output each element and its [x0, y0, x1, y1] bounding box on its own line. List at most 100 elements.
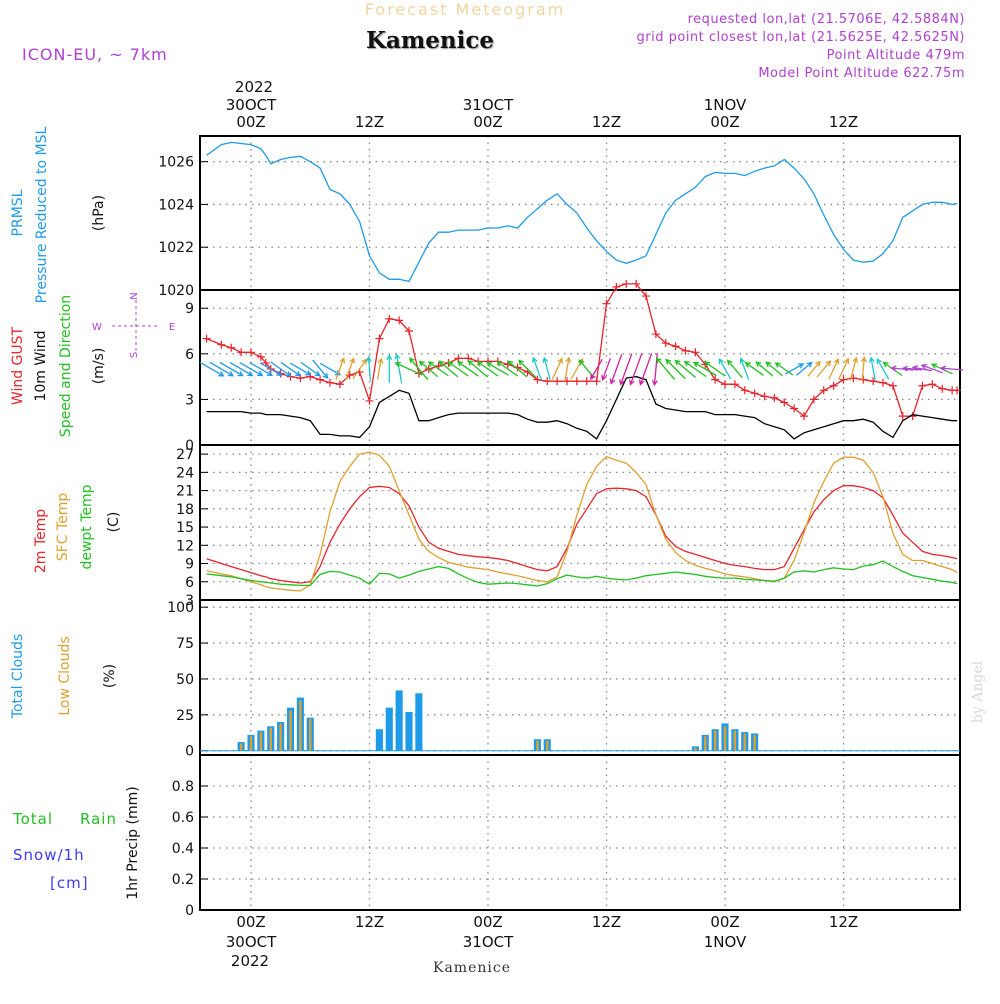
wind-gust-label: Wind GUST [10, 326, 26, 405]
wind-arrow [409, 357, 429, 381]
compass-s: S [129, 352, 140, 358]
y-tick-label: 0.2 [172, 872, 194, 888]
gust-marker [730, 380, 739, 389]
gust-marker [395, 316, 404, 325]
bottom-year-label: 2022 [231, 952, 269, 970]
gust-marker [898, 412, 907, 421]
wind-arrow [551, 357, 563, 380]
gust-marker [869, 377, 878, 386]
wind-arrow [901, 365, 923, 372]
y-tick-label: 0.4 [172, 841, 194, 857]
gust-marker [405, 327, 413, 336]
panels: 1020102210241026036936912151821242702550… [158, 135, 964, 919]
requested-coords: requested lon,lat (21.5706E, 42.5884N) [688, 12, 965, 27]
gust-marker [928, 380, 937, 389]
gust-marker [691, 348, 700, 357]
y-tick-label: 0 [185, 438, 194, 454]
low-cloud-bar [546, 740, 549, 751]
series-2m-temp [206, 485, 958, 584]
wind-arrow [394, 353, 403, 384]
time-tick-label: 00Z [236, 913, 265, 931]
time-date-label: 30OCT [226, 96, 277, 114]
total-cloud-bar [375, 729, 383, 751]
wind-arrow [590, 358, 603, 381]
gust-marker [286, 372, 295, 381]
dewpt-temp-label: dewpt Temp [79, 484, 95, 569]
wind-arrow [352, 358, 368, 379]
y-tick-label: 12 [176, 538, 194, 554]
prmsl-label: PRMSL [10, 189, 26, 236]
wind-arrow [531, 356, 543, 381]
time-tick-label: 12Z [355, 113, 384, 131]
wind-arrow [890, 365, 914, 372]
low-cloud-bar [239, 743, 243, 751]
gust-marker [750, 389, 759, 398]
wind-arrow [601, 358, 612, 381]
gust-marker [938, 384, 947, 393]
gust-marker [563, 377, 571, 386]
wind-arrow [507, 360, 528, 378]
gust-marker [247, 348, 255, 357]
time-date-label: 31OCT [463, 96, 514, 114]
gust-marker [632, 279, 641, 288]
precip-side-labels: Total Rain Snow/1h [cm] 1hr Precip (mm) [12, 786, 141, 899]
panel-pressure: 1020 1022 1024 1026 [158, 135, 961, 299]
y-tick-label: 1024 [158, 197, 194, 213]
wind10m-label: 10m Wind [33, 330, 49, 401]
wind-arrow [774, 362, 794, 376]
wind-arrow [876, 358, 890, 380]
gust-marker [661, 339, 670, 348]
sfc-temp-label: SFC Temp [55, 493, 71, 562]
wind-arrow [542, 356, 551, 381]
y-tick-label: 100 [167, 600, 194, 616]
gust-marker [533, 375, 542, 384]
wind-arrow [209, 361, 235, 377]
wind-arrow [289, 362, 312, 376]
gust-marker [385, 314, 394, 323]
low-cloud-bar [743, 733, 746, 751]
wind-side-labels: Wind GUST 10m Wind Speed and Direction (… [10, 292, 175, 437]
rain-label: Rain [80, 810, 117, 828]
gust-marker [622, 279, 631, 288]
gust-marker [202, 334, 211, 343]
wind-arrow [755, 361, 774, 377]
gust-marker [671, 342, 680, 351]
wind-arrow [807, 360, 821, 377]
wind-arrow [703, 361, 726, 377]
low-cloud-bar [289, 710, 292, 751]
wind-arrow [239, 362, 264, 377]
y-tick-label: 25 [176, 708, 194, 724]
gridpoint-coords: grid point closest lon,lat (21.5625E, 42… [637, 30, 965, 45]
gust-marker [602, 299, 611, 308]
wind-arrow [476, 361, 499, 377]
wind-arrow [496, 361, 519, 377]
meteogram-title: Forecast Meteogram [365, 0, 565, 19]
panel-frame [199, 289, 961, 446]
gust-marker [711, 375, 720, 384]
time-tick-label: 00Z [473, 113, 502, 131]
gust-marker [829, 381, 838, 390]
low-cloud-bar [536, 740, 539, 751]
gust-marker [740, 386, 749, 395]
y-tick-label: 3 [185, 593, 194, 609]
wind-arrow [386, 354, 393, 383]
time-tick-label: 00Z [236, 113, 265, 131]
y-tick-label: 27 [176, 447, 194, 463]
wind-arrow [280, 361, 302, 377]
gust-marker [918, 381, 927, 390]
y-tick-label: 6 [185, 347, 194, 363]
y-tick-label: 0.8 [172, 779, 194, 795]
time-date-label: 31OCT [463, 933, 514, 951]
gust-marker [256, 352, 265, 361]
gust-marker [953, 386, 962, 395]
panel-wind: 0 3 6 9 [185, 279, 964, 454]
y-tick-label: 0 [185, 744, 194, 760]
gust-marker [454, 354, 463, 363]
gust-marker [316, 375, 325, 384]
wind-arrow [911, 365, 933, 372]
wind-unit-label: (m/s) [91, 348, 107, 385]
gust-marker [217, 340, 226, 349]
gust-marker [780, 398, 789, 407]
wind-arrow [485, 362, 509, 376]
temp-unit-label: (C) [106, 512, 122, 533]
